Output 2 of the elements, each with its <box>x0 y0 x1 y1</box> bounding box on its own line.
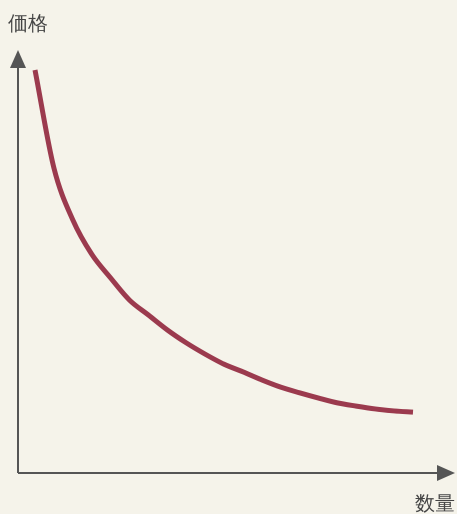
x-axis-title: 数量 <box>415 491 455 514</box>
y-axis-title: 価格 <box>8 11 48 35</box>
